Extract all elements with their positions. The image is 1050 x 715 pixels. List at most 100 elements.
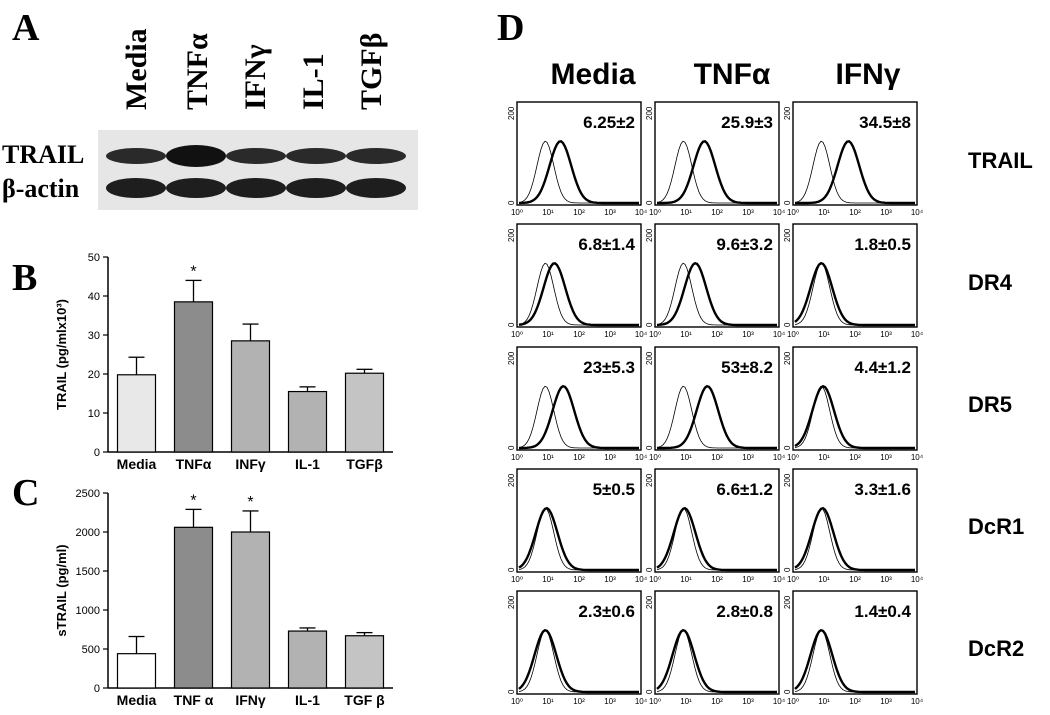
histogram-frame — [516, 223, 642, 328]
histogram-x-tick: 10² — [849, 453, 861, 462]
bar — [344, 372, 385, 453]
histogram-x-tick: 10⁴ — [635, 575, 648, 584]
y-tick-label: 2000 — [76, 527, 100, 539]
histogram-x-tick: 10³ — [880, 208, 892, 217]
histogram-frame — [654, 346, 780, 451]
histogram-x-tick: 10⁴ — [911, 330, 924, 339]
blot-band-trail — [226, 148, 286, 164]
histogram-x-tick: 10³ — [880, 575, 892, 584]
histogram-x-tick: 10⁰ — [649, 697, 661, 706]
histogram-y-tick: 200 — [507, 351, 516, 365]
y-tick-label: 1500 — [76, 566, 100, 578]
blot-band-trail — [286, 148, 346, 164]
histogram-x-tick: 10⁴ — [773, 330, 786, 339]
histogram-y-tick: 200 — [507, 473, 516, 487]
flow-row-label: DR5 — [968, 392, 1012, 417]
histogram-x-tick: 10² — [573, 575, 585, 584]
histogram-x-tick: 10⁰ — [511, 575, 523, 584]
western-blot-panel: Media TNFα IFNγ IL-1 TGFβ TRAIL β-actin — [2, 28, 418, 210]
histogram-x-tick: 10⁰ — [649, 575, 661, 584]
y-tick-label: 40 — [88, 291, 100, 303]
histogram-value: 4.4±1.2 — [854, 358, 911, 377]
histogram-y-tick: 200 — [645, 228, 654, 242]
histogram-x-tick: 10¹ — [542, 453, 554, 462]
blot-band-trail — [106, 148, 166, 164]
histogram-frame — [516, 346, 642, 451]
histogram-y-tick: 200 — [645, 595, 654, 609]
histogram-x-tick: 10² — [711, 208, 723, 217]
stained-curve — [657, 384, 777, 450]
histogram-x-tick: 10² — [849, 330, 861, 339]
histogram-x-tick: 10⁰ — [787, 330, 799, 339]
panel-d-label: D — [497, 7, 524, 49]
histogram-x-tick: 10³ — [880, 330, 892, 339]
histogram-x-tick: 10² — [849, 697, 861, 706]
flow-column-header: IFNγ — [835, 58, 900, 91]
histogram-x-tick: 10¹ — [542, 697, 554, 706]
histogram-x-tick: 10³ — [604, 697, 616, 706]
x-tick-label: IL-1 — [295, 456, 320, 472]
blot-row-label-actin: β-actin — [2, 174, 80, 203]
histogram-y-tick: 0 — [645, 200, 654, 205]
y-axis-label: sTRAIL (pg/ml) — [54, 544, 69, 636]
histogram-x-tick: 10³ — [604, 453, 616, 462]
histogram-x-tick: 10⁴ — [773, 453, 786, 462]
histogram-value: 9.6±3.2 — [716, 235, 773, 254]
flow-column-header: TNFα — [694, 58, 771, 91]
y-tick-label: 0 — [94, 447, 100, 459]
histogram-y-tick: 0 — [507, 445, 516, 450]
y-tick-label: 30 — [88, 330, 100, 342]
strail-bar-chart: 0 500 1000 1500 2000 2500 sTRAIL (pg/ml) Media T… — [54, 488, 393, 708]
histogram-x-tick: 10² — [711, 575, 723, 584]
histogram-y-tick: 200 — [645, 106, 654, 120]
histogram-x-tick: 10² — [573, 330, 585, 339]
histogram-value: 6.8±1.4 — [578, 235, 635, 254]
flow-cytometry-panel: Media TNFα IFNγ TRAIL DR4 DR5 DcR1 DcR2 … — [507, 58, 1033, 706]
y-tick-label: 20 — [88, 369, 100, 381]
stained-curve — [518, 628, 639, 694]
histogram-x-tick: 10¹ — [542, 330, 554, 339]
bar — [344, 635, 385, 689]
histogram-y-tick: 0 — [645, 322, 654, 327]
histogram-x-tick: 10¹ — [818, 575, 830, 584]
histogram-value: 5±0.5 — [593, 480, 635, 499]
histogram-y-tick: 0 — [783, 200, 792, 205]
histogram-y-tick: 0 — [783, 445, 792, 450]
blot-lane-label: Media — [120, 28, 153, 110]
y-tick-label: 1000 — [76, 605, 100, 617]
x-tick-label: Media — [117, 456, 157, 472]
histogram-x-tick: 10⁴ — [773, 697, 786, 706]
histogram-x-tick: 10⁰ — [511, 208, 523, 217]
histogram-x-tick: 10⁴ — [773, 575, 786, 584]
stained-curve — [656, 506, 777, 572]
histogram-value: 2.8±0.8 — [716, 602, 773, 621]
stained-curve — [518, 140, 639, 205]
histogram-y-tick: 200 — [783, 473, 792, 487]
x-tick-label: Media — [117, 692, 157, 708]
histogram-frame — [654, 101, 780, 206]
histogram-x-tick: 10² — [573, 697, 585, 706]
blot-band-trail — [166, 145, 226, 167]
histogram-x-tick: 10³ — [880, 453, 892, 462]
stained-curve — [657, 140, 777, 205]
histogram-y-tick: 200 — [783, 351, 792, 365]
blot-band-actin — [106, 178, 166, 198]
histogram-frame — [792, 346, 918, 451]
significance-marker: * — [190, 263, 196, 280]
histogram-x-tick: 10³ — [604, 575, 616, 584]
histogram-x-tick: 10¹ — [818, 453, 830, 462]
histogram-frame — [654, 223, 780, 328]
y-tick-label: 2500 — [76, 488, 100, 500]
stained-curve — [794, 628, 915, 694]
blot-lane-label: IL-1 — [297, 53, 330, 110]
histogram-y-tick: 200 — [783, 228, 792, 242]
histogram-x-tick: 10⁴ — [911, 453, 924, 462]
histogram-frame — [516, 468, 642, 573]
blot-band-actin — [226, 178, 286, 198]
histogram-x-tick: 10³ — [742, 208, 754, 217]
blot-band-actin — [166, 178, 226, 198]
histogram-x-tick: 10¹ — [542, 208, 554, 217]
flow-row-label: DcR2 — [968, 636, 1024, 661]
blot-membrane — [98, 130, 418, 210]
histogram-x-tick: 10⁴ — [635, 453, 648, 462]
